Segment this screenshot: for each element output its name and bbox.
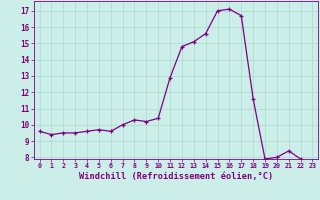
X-axis label: Windchill (Refroidissement éolien,°C): Windchill (Refroidissement éolien,°C) bbox=[79, 172, 273, 181]
